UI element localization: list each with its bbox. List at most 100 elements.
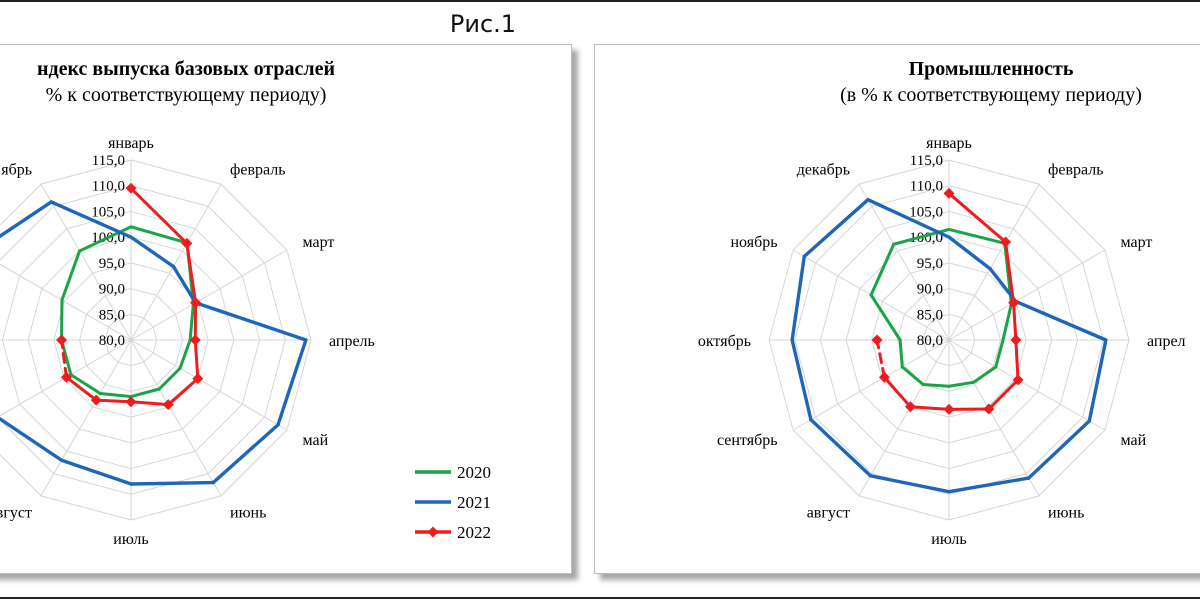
series-line-2020: [869, 242, 896, 297]
point-marker-2022: [181, 237, 193, 249]
radar-chart-industry: Промышленность (в % к соответствующему пе…: [698, 58, 1186, 548]
series-line-2021: [790, 338, 813, 422]
series-line-2022: [64, 375, 98, 402]
point-marker-2022: [904, 401, 916, 413]
category-label: сентябрь: [717, 432, 778, 449]
tick-label: 110,0: [910, 179, 943, 195]
series-line-2021: [1027, 419, 1091, 480]
category-label: июль: [931, 531, 966, 548]
series-line-2021: [211, 423, 280, 485]
point-marker-2022: [192, 373, 204, 385]
point-marker-2022: [1008, 297, 1020, 309]
grid-spoke: [858, 339, 950, 497]
chart-panel-base-industries: ндекс выпуска базовых отраслей % к соотве…: [0, 44, 572, 574]
category-label: июнь: [1048, 504, 1084, 521]
grid-spoke: [948, 183, 1040, 341]
point-marker-2022: [983, 403, 995, 415]
tick-label: 80,0: [917, 333, 943, 349]
tick-label: 95,0: [99, 256, 125, 272]
point-marker-2022: [943, 403, 955, 415]
grid-spoke: [130, 339, 288, 431]
point-marker-2022: [189, 334, 201, 346]
legend-label-2020: 2020: [457, 463, 491, 482]
category-label: июль: [113, 531, 148, 548]
series-line-2020: [994, 338, 1005, 369]
series-line-2021: [129, 235, 176, 269]
series-line-2021: [1087, 338, 1108, 423]
series-line-2020: [129, 225, 189, 245]
series-line-2022: [987, 378, 1020, 411]
tick-label: 110,0: [92, 179, 125, 195]
grid-spoke: [130, 183, 222, 341]
category-label: апрел: [1147, 333, 1186, 350]
series-line-2021: [193, 301, 308, 342]
series-line-2021: [129, 480, 215, 486]
series-line-2020: [869, 293, 902, 342]
category-label: ноябрь: [730, 234, 777, 251]
point-marker-2022: [90, 394, 102, 406]
series-line-2022: [166, 377, 200, 407]
series-line-2020: [78, 225, 133, 253]
series-line-2020: [188, 302, 195, 342]
tick-label: 95,0: [917, 256, 943, 272]
point-marker-2022: [162, 399, 174, 411]
category-label: апрель: [329, 333, 375, 350]
series-line-2020: [900, 365, 925, 387]
category-label: декабрь: [797, 162, 850, 179]
series-line-2021: [276, 338, 308, 427]
grid-spoke: [948, 249, 1106, 341]
chart-title: Промышленность: [909, 58, 1074, 80]
series-line-2022: [882, 375, 912, 409]
point-marker-2022: [1000, 236, 1012, 248]
tick-label: 115,0: [92, 153, 125, 169]
tick-label: 85,0: [917, 307, 943, 323]
series-2021: [0, 200, 308, 486]
category-label: октябрь: [698, 333, 751, 350]
legend-label-2021: 2021: [457, 493, 491, 512]
point-marker-2022: [190, 297, 202, 309]
series-line-2020: [947, 380, 975, 388]
grid-spoke: [858, 183, 950, 341]
series-line-2020: [971, 365, 998, 384]
tick-label: 105,0: [909, 204, 943, 220]
grid-spoke: [948, 339, 1106, 431]
point-marker-2022: [871, 334, 883, 346]
series-line-2021: [866, 198, 951, 239]
category-label: февраль: [230, 162, 286, 179]
category-label: январь: [926, 135, 972, 152]
series-line-2020: [98, 391, 133, 399]
series-line-2020: [69, 373, 102, 395]
series-line-2022: [94, 398, 133, 404]
series-line-2022: [1004, 240, 1016, 305]
series-line-2022: [60, 338, 68, 379]
series-line-2022: [193, 338, 200, 381]
point-marker-2022: [1012, 374, 1024, 386]
point-marker-2022: [60, 371, 72, 383]
legend-label-2022: 2022: [457, 523, 491, 542]
point-marker-2022: [125, 396, 137, 408]
point-marker-2022: [125, 182, 137, 194]
series-line-2022: [875, 338, 886, 379]
series-2020: [60, 225, 195, 399]
series-line-2021: [809, 418, 873, 478]
chart-title: ндекс выпуска базовых отраслей: [37, 58, 335, 80]
chart-subtitle: % к соответствующему периоду): [46, 84, 327, 106]
point-marker-2022: [943, 187, 955, 199]
series-line-2021: [947, 235, 992, 271]
tick-label: 105,0: [91, 204, 125, 220]
series-2022: [56, 182, 204, 411]
grid-spoke: [130, 339, 222, 497]
series-line-2020: [1001, 302, 1013, 342]
grid-spoke: [0, 263, 132, 341]
category-label: май: [1120, 432, 1146, 449]
series-line-2021: [59, 458, 133, 486]
category-label: июнь: [230, 504, 266, 521]
grid-spoke: [792, 339, 950, 431]
frame-bottom-rule: [0, 597, 1200, 599]
series-line-2021: [49, 200, 133, 239]
series-line-2022: [947, 191, 1008, 244]
grid-spoke: [948, 339, 1040, 497]
series-line-2021: [1014, 299, 1108, 342]
series-line-2020: [60, 249, 82, 302]
series-line-2021: [0, 416, 64, 462]
